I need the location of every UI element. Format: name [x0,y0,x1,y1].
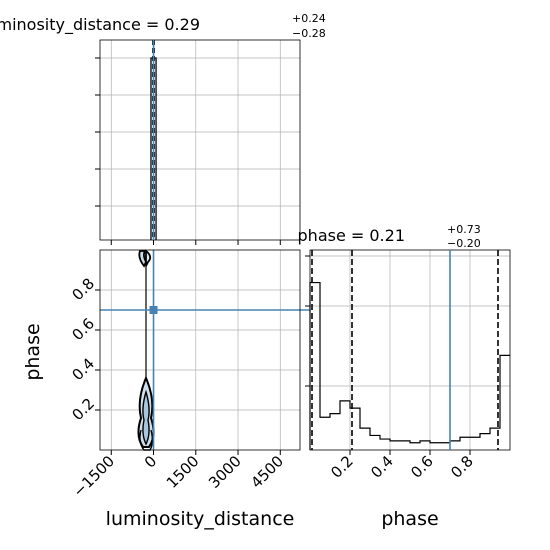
phase-xtick-label-1: 0.4 [367,452,397,482]
phase-xtick-label-3: 0.8 [447,452,477,482]
ld-title-lower: −0.28 [292,27,326,40]
phase-xtick-label-0: 0.2 [327,452,357,482]
ld-marginal-frame [99,39,301,241]
ld-title-main: luminosity_distance = 0.29 [0,15,200,35]
joint-xtick-label-1: 0 [141,452,160,471]
joint-ytick-label-1: 0.4 [68,354,98,384]
ld-title-upper: +0.24 [292,12,326,25]
joint-frame [99,249,301,451]
joint-ytick-label-3: 0.8 [68,274,98,304]
phase-axis-label: phase [381,508,438,530]
joint-ticks: 0.2 0.4 0.6 0.8 −1500 0 1500 3000 4500 [68,274,287,500]
phase-panel: 0.2 0.4 0.6 0.8 phase = 0.21 +0.73 −0.20 ph… [298,223,511,530]
joint-grid [100,250,300,450]
phase-histogram [309,250,510,450]
joint-truth-lines [100,250,310,450]
joint-xtick-label-4: 4500 [247,452,287,492]
phase-marginal-grid [310,250,510,450]
luminosity-distance-panel: luminosity_distance = 0.29 +0.24 −0.28 [0,12,326,245]
joint-truth-marker [149,306,158,314]
phase-marginal-frame [309,249,511,451]
joint-ytick-label-2: 0.6 [68,314,98,344]
x-axis-label-luminosity-distance: luminosity_distance [106,508,295,530]
phase-title-main: phase = 0.21 [298,226,405,245]
contour-top-right [145,249,152,267]
y-axis-label-phase: phase [22,323,44,380]
phase-title-lower: −0.20 [447,237,481,250]
joint-contours [137,249,155,451]
joint-xtick-label-0: −1500 [69,452,118,501]
joint-panel: 0.2 0.4 0.6 0.8 −1500 0 1500 3000 4500 luminosit… [22,249,310,530]
phase-marginal-ticks: 0.2 0.4 0.6 0.8 [305,255,477,482]
phase-xtick-label-2: 0.6 [407,452,437,482]
contour-bottom-inner [142,389,150,446]
phase-hist-steps [309,281,510,450]
phase-title-upper: +0.73 [447,223,481,236]
joint-ytick-label-0: 0.2 [68,394,98,424]
ld-marginal-grid [100,40,300,240]
contour-top-left [138,250,148,268]
ld-histogram [150,40,157,240]
joint-xtick-label-2: 1500 [163,452,203,492]
ld-marginal-ticks [95,57,281,245]
joint-xtick-label-3: 3000 [205,452,245,492]
